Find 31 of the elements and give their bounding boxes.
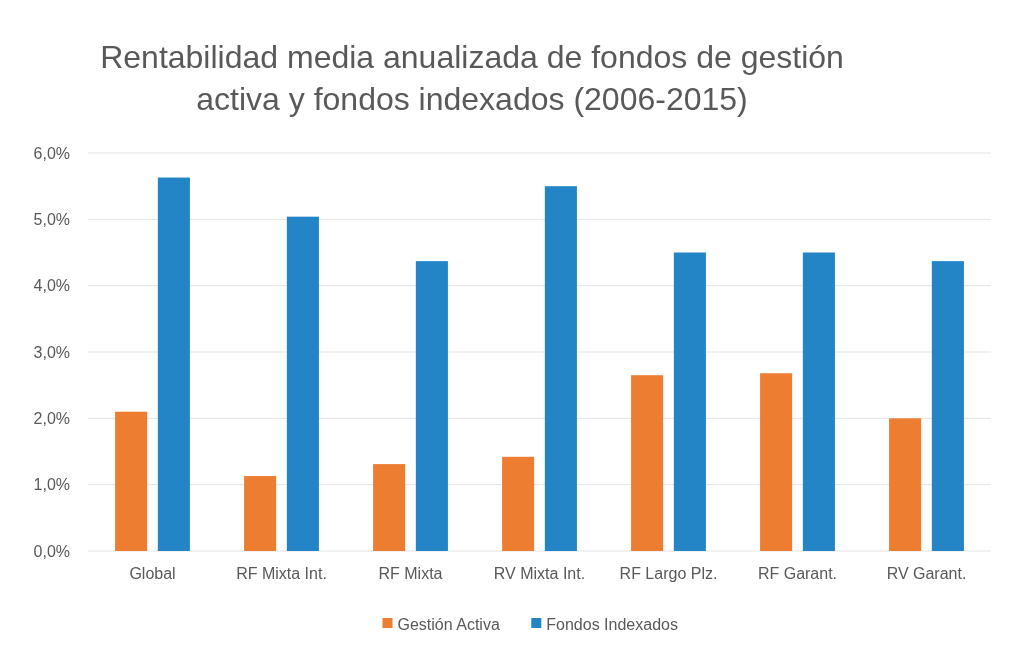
y-tick-label: 6,0% xyxy=(33,144,70,162)
x-tick-label: RF Mixta xyxy=(378,565,443,582)
y-tick-label: 0,0% xyxy=(33,542,70,560)
bar xyxy=(802,252,835,551)
y-tick-label: 3,0% xyxy=(33,343,70,361)
bar xyxy=(760,373,793,551)
y-tick-label: 1,0% xyxy=(33,476,70,494)
bar xyxy=(931,261,964,551)
bar xyxy=(631,375,664,551)
y-tick-label: 2,0% xyxy=(33,409,70,427)
bar xyxy=(157,177,190,551)
bar xyxy=(544,186,577,551)
y-tick-label: 4,0% xyxy=(33,277,70,295)
bar xyxy=(673,252,706,551)
bar xyxy=(286,216,319,551)
y-tick-label: 5,0% xyxy=(33,210,70,228)
bar xyxy=(502,456,535,551)
x-tick-label: RV Mixta Int. xyxy=(493,565,586,582)
bar xyxy=(889,418,922,551)
x-tick-label: RF Garant. xyxy=(757,565,838,582)
x-tick-label: RF Largo Plz. xyxy=(619,565,718,582)
bar xyxy=(373,464,406,551)
x-tick-label: RV Garant. xyxy=(886,565,967,582)
chart-title: Rentabilidad media anualizada de fondos de gestión activa y fondos indexados (2006-2015) xyxy=(100,39,844,117)
bar xyxy=(115,411,148,551)
legend-label: Fondos Indexados xyxy=(546,615,678,633)
legend-label: Gestión Activa xyxy=(397,615,500,633)
bar xyxy=(415,261,448,551)
x-tick-label: Global xyxy=(129,565,176,582)
bar xyxy=(244,476,277,551)
x-tick-label: RF Mixta Int. xyxy=(236,565,327,582)
